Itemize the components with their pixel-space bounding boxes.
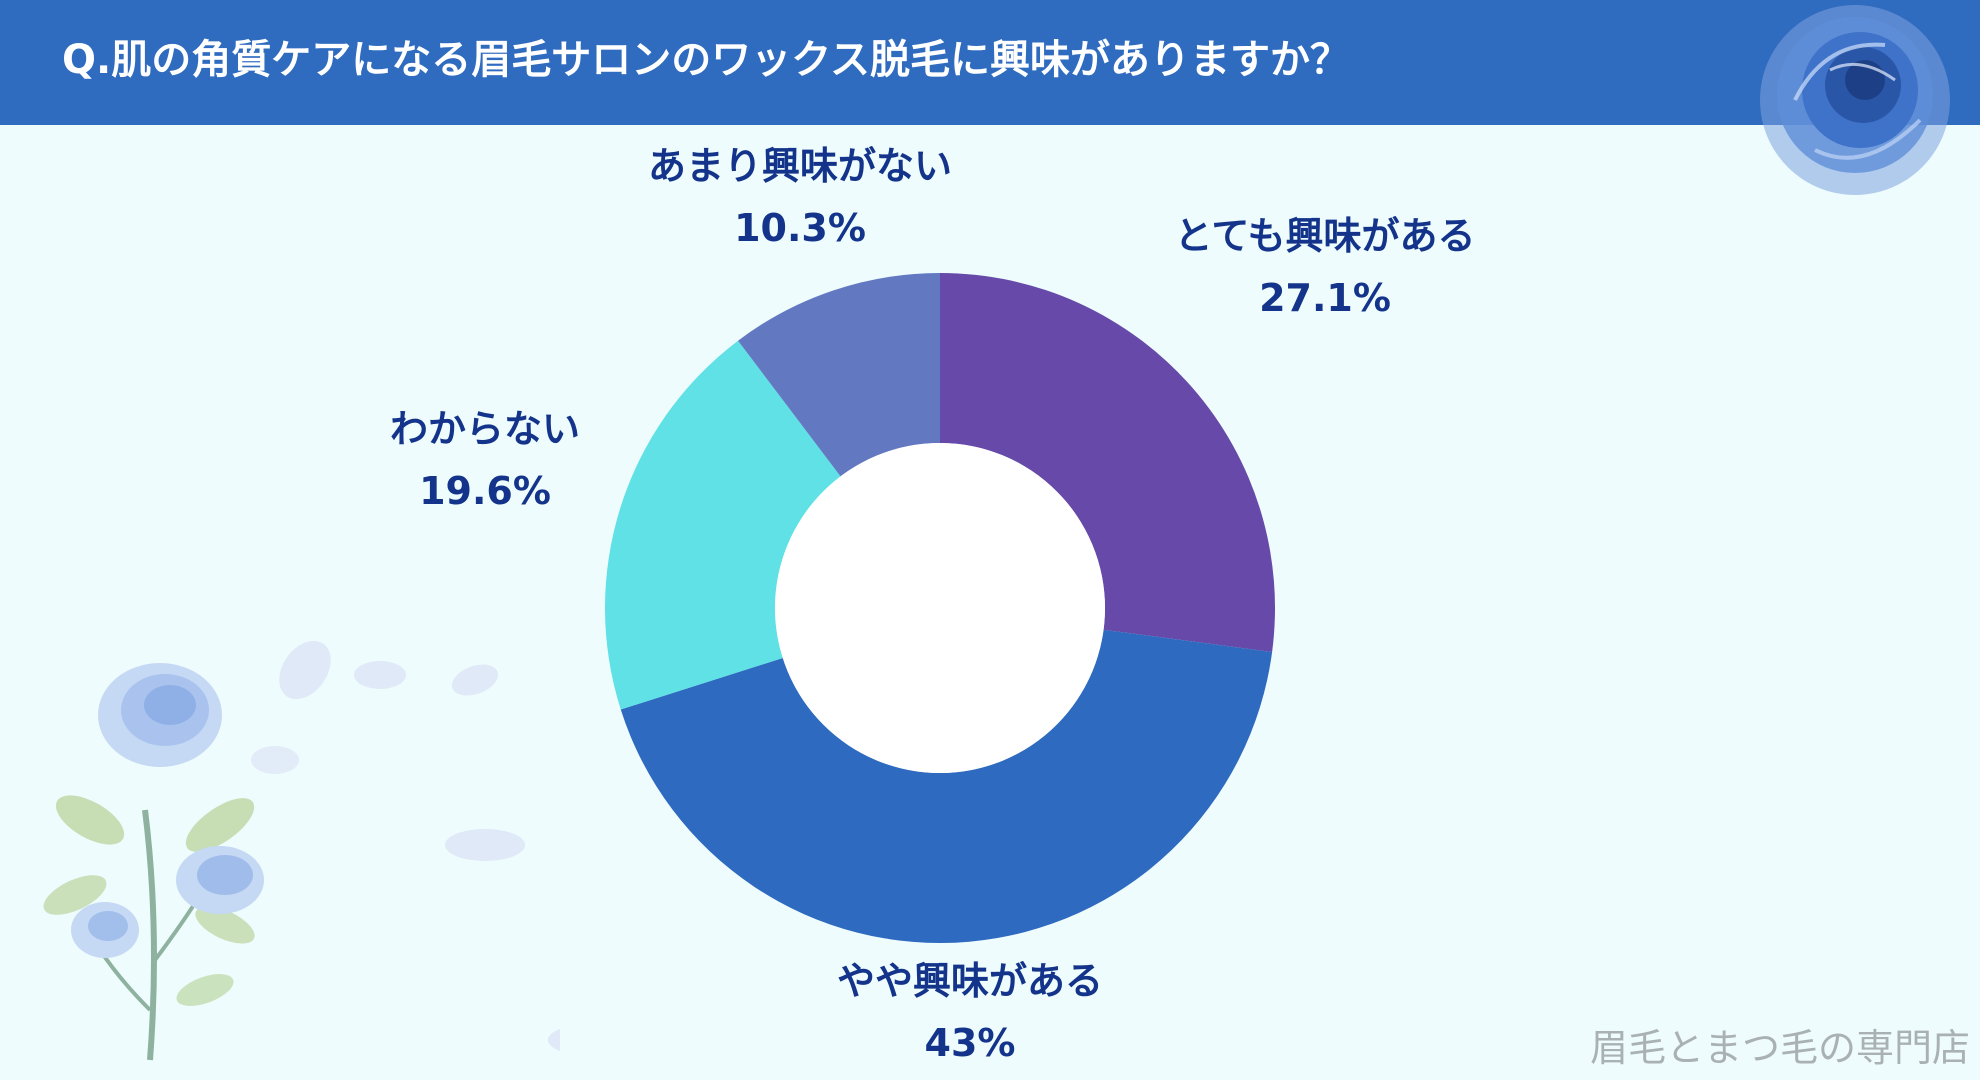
donut-slice-yaya <box>620 629 1273 943</box>
slice-value-wakaranai: 19.6% <box>419 469 551 513</box>
donut-slice-totemo <box>940 273 1275 653</box>
donut-slice-wakaranai <box>604 340 841 710</box>
watermark: 眉毛とまつ毛の専門店 <box>1589 1026 1970 1070</box>
rose-decoration-top-right <box>1760 5 1950 195</box>
slice-label-totemo: とても興味がある 27.1% <box>1145 205 1505 329</box>
donut-slice-amari <box>738 273 940 477</box>
slice-label-wakaranai: わからない 19.6% <box>335 398 635 522</box>
slice-value-amari: 10.3% <box>734 206 866 250</box>
chart-title: Q.肌の角質ケアになる眉毛サロンのワックス脱毛に興味がありますか？ <box>62 37 1350 83</box>
slice-value-yaya: 43% <box>924 1021 1016 1065</box>
slice-category-amari: あまり興味がない <box>647 144 952 188</box>
slice-value-totemo: 27.1% <box>1259 276 1391 320</box>
slice-category-yaya: やや興味がある <box>836 959 1103 1003</box>
rose-branch-decoration <box>43 640 560 1061</box>
slice-label-amari: あまり興味がない 10.3% <box>610 135 990 259</box>
slice-label-yaya: やや興味がある 43% <box>790 950 1150 1074</box>
title-banner: Q.肌の角質ケアになる眉毛サロンのワックス脱毛に興味がありますか？ <box>0 0 1980 125</box>
slice-category-totemo: とても興味がある <box>1174 214 1476 258</box>
donut-hole <box>775 443 1105 773</box>
slice-category-wakaranai: わからない <box>389 407 580 451</box>
